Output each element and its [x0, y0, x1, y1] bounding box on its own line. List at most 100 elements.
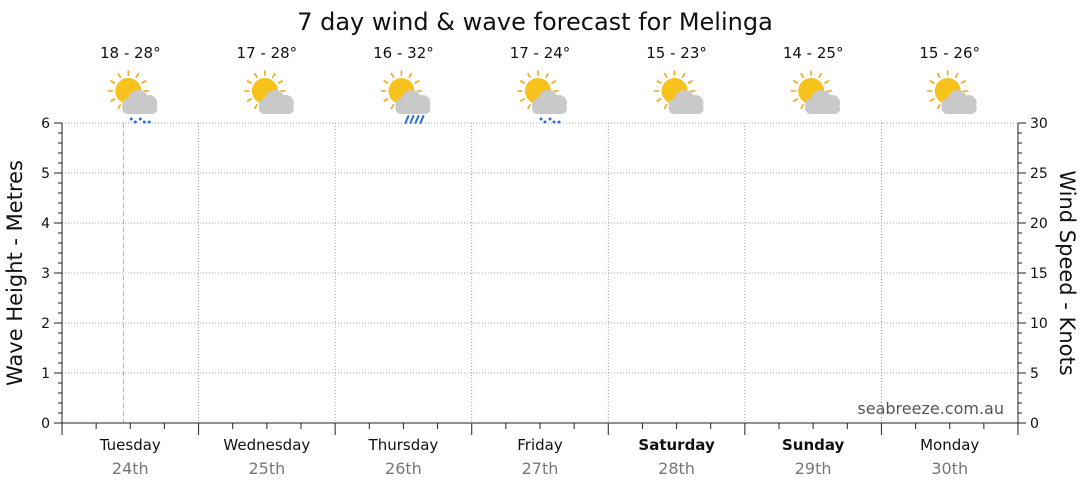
cloud-icon: [258, 90, 294, 114]
y-left-tick-label: 1: [41, 366, 50, 382]
sun-ray: [527, 104, 531, 110]
rain-drop: [557, 120, 561, 124]
sun-ray: [117, 72, 122, 78]
y-axis-right-label: Wind Speed - Knots: [1055, 170, 1079, 375]
sun-ray: [277, 80, 283, 84]
sun-ray: [936, 104, 941, 110]
rain-drop: [539, 117, 543, 121]
sun-ray: [929, 80, 935, 84]
sun-ray: [800, 104, 804, 110]
sun-ray: [383, 98, 389, 102]
showers-icon: [107, 70, 158, 124]
y-left-tick-label: 2: [41, 316, 50, 332]
day-column: 17 - 28° Wednesday 25th: [223, 44, 310, 478]
y-left-tick-label: 0: [41, 416, 50, 432]
y-left-tick-label: 4: [41, 216, 50, 232]
temperature-range: 15 - 26°: [919, 44, 980, 62]
rain-icon: [380, 70, 431, 124]
partly-cloudy-icon: [926, 70, 977, 114]
sun-ray: [519, 98, 525, 102]
sun-ray: [960, 80, 966, 84]
sun-ray: [519, 80, 525, 84]
day-name: Saturday: [638, 436, 715, 454]
rain-drop: [129, 117, 133, 121]
rain-drop: [133, 120, 137, 124]
sun-ray: [656, 98, 662, 102]
rain-drop: [142, 120, 146, 124]
day-name: Tuesday: [99, 436, 161, 454]
partly-cloudy-icon: [790, 70, 841, 114]
day-name: Wednesday: [223, 436, 310, 454]
y-right-tick-label: 30: [1030, 116, 1048, 132]
cloud-base: [258, 103, 294, 114]
rain-streak: [414, 115, 420, 124]
day-name: Sunday: [782, 436, 845, 454]
cloud-base: [532, 103, 567, 114]
sun-ray: [246, 80, 252, 84]
day-column: 17 - 24° Friday 27th: [510, 44, 571, 478]
sun-ray: [254, 104, 258, 110]
sun-ray: [551, 80, 557, 84]
rain-drop: [548, 117, 552, 121]
grid-layer: [62, 122, 1018, 423]
sun-ray: [272, 72, 276, 78]
sun-ray: [390, 104, 395, 110]
day-date: 30th: [931, 459, 968, 478]
cloud-base: [668, 103, 704, 114]
cloud-base: [805, 103, 841, 114]
day-date: 25th: [248, 459, 285, 478]
day-column: 16 - 32° Thursday 26th: [368, 44, 439, 478]
day-column: 18 - 28° Tuesday 24th: [99, 44, 161, 478]
sun-ray: [527, 72, 531, 78]
cloud-icon: [668, 90, 704, 114]
day-column: 15 - 23° Saturday 28th: [638, 44, 715, 478]
sun-ray: [818, 72, 822, 78]
sun-ray: [135, 72, 140, 78]
sun-ray: [681, 72, 686, 78]
day-date: 27th: [522, 459, 559, 478]
sun-ray: [383, 80, 389, 84]
y-right-tick-label: 10: [1030, 316, 1048, 332]
day-name: Monday: [920, 436, 979, 454]
rain-streak: [404, 115, 410, 124]
y-left-tick-label: 6: [41, 116, 50, 132]
rain-streak: [409, 115, 415, 124]
showers-icon: [517, 70, 567, 124]
sun-ray: [936, 72, 941, 78]
cloud-icon: [532, 90, 567, 114]
cloud-base: [941, 103, 977, 114]
day-date: 26th: [385, 459, 422, 478]
temperature-range: 17 - 28°: [237, 44, 298, 62]
cloud-icon: [805, 90, 841, 114]
temperature-range: 16 - 32°: [373, 44, 434, 62]
day-column: 14 - 25° Sunday 29th: [782, 44, 845, 478]
sun-ray: [117, 104, 122, 110]
chart-title: 7 day wind & wave forecast for Melinga: [297, 8, 773, 36]
sun-ray: [545, 72, 549, 78]
sun-ray: [793, 80, 799, 84]
axes-layer: 0 1 2 3 4 5 6 0 5 10 15 20 25 30: [41, 116, 1048, 435]
sun-ray: [110, 98, 116, 102]
sun-ray: [390, 72, 395, 78]
sun-ray: [254, 72, 258, 78]
rain-streak: [419, 115, 425, 124]
rain-drop: [543, 120, 547, 124]
sun-ray: [414, 80, 420, 84]
cloud-base: [395, 103, 431, 114]
partly-cloudy-icon: [244, 70, 294, 114]
sun-ray: [656, 80, 662, 84]
sun-ray: [800, 72, 804, 78]
cloud-icon: [941, 90, 977, 114]
cloud-icon: [395, 90, 431, 114]
sun-ray: [929, 98, 935, 102]
rain-drop: [552, 120, 556, 124]
cloud-base: [122, 103, 158, 114]
day-date: 28th: [658, 459, 695, 478]
sun-ray: [954, 72, 959, 78]
temperature-range: 17 - 24°: [510, 44, 571, 62]
sun-ray: [824, 80, 830, 84]
y-right-tick-label: 15: [1030, 266, 1048, 282]
day-column: 15 - 26° Monday 30th: [919, 44, 980, 478]
